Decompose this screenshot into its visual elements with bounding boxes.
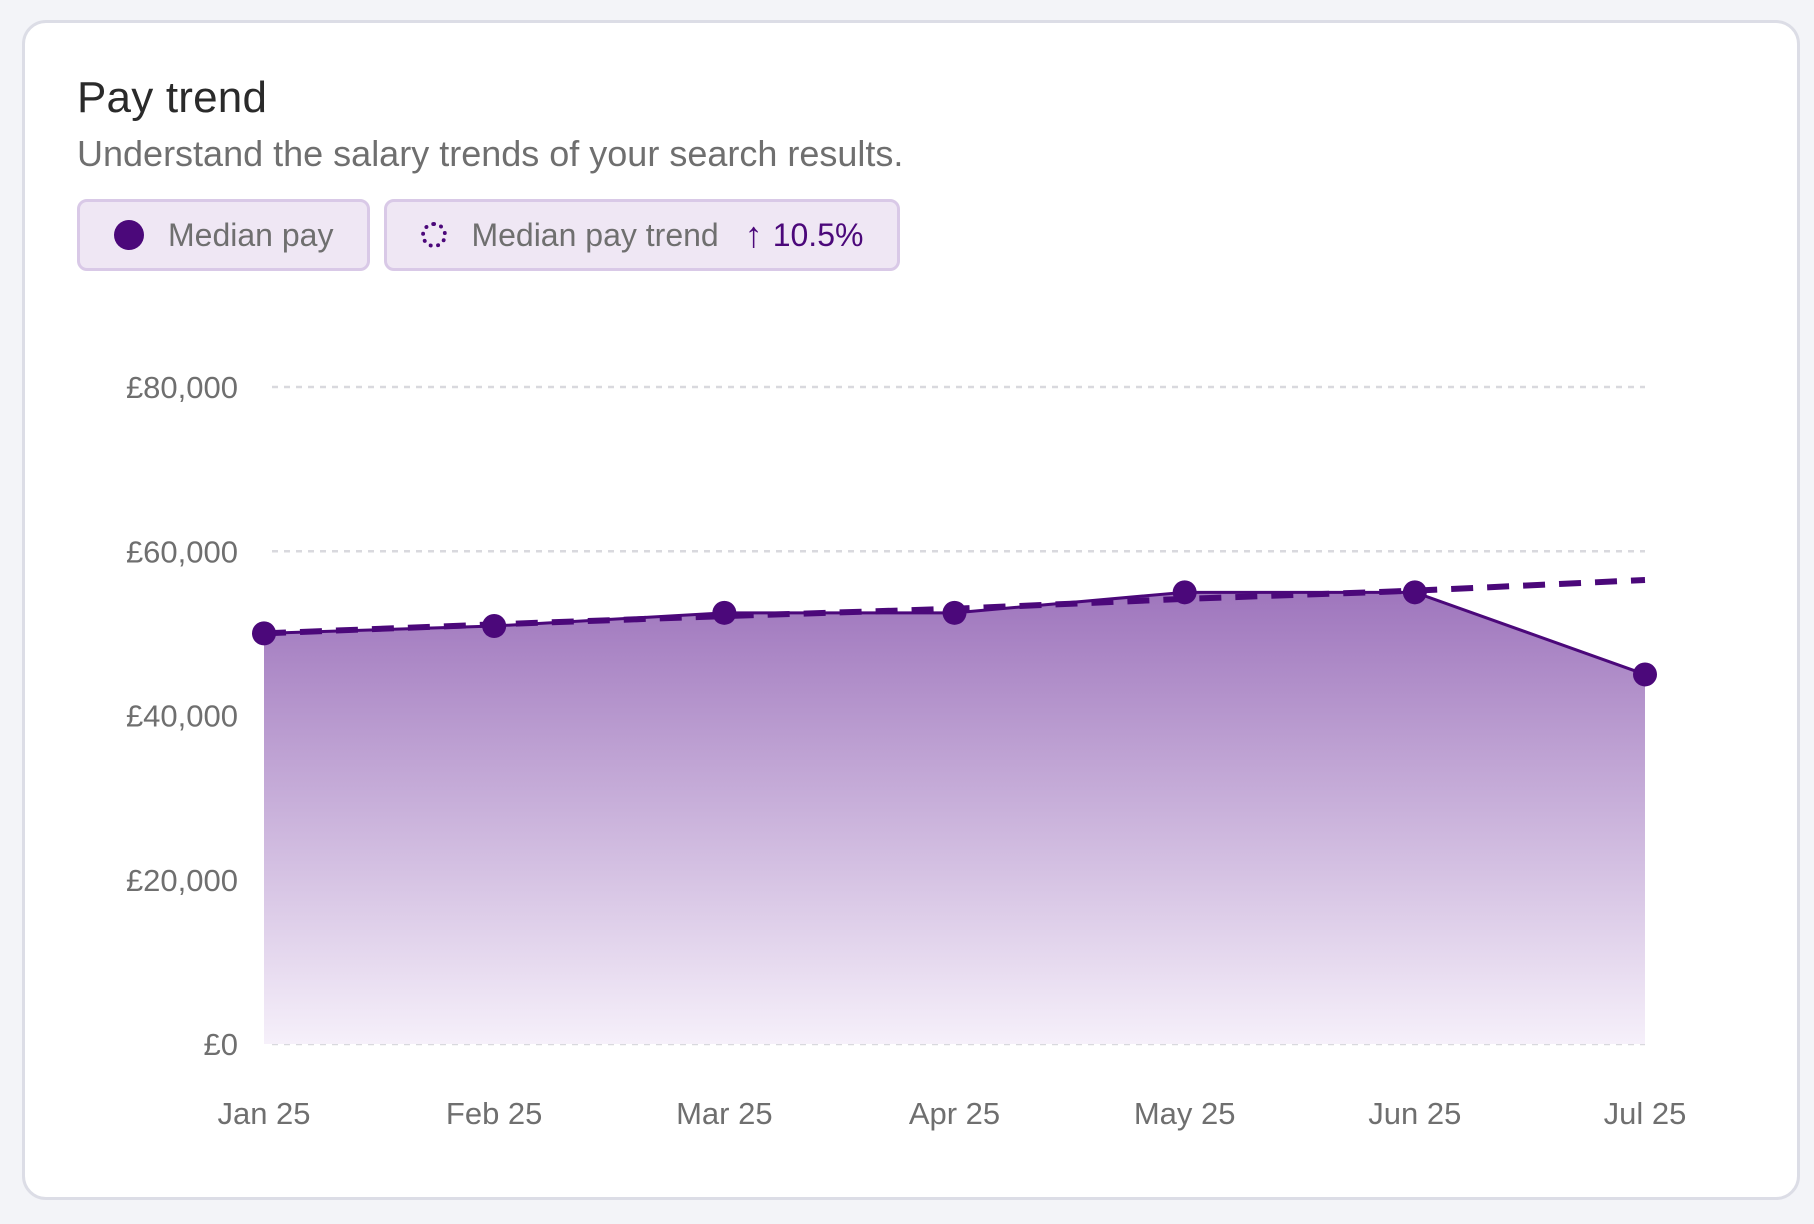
median-pay-point: [1402, 580, 1427, 605]
x-tick-label: Mar 25: [676, 1096, 772, 1131]
x-tick-label: Jul 25: [1604, 1096, 1687, 1131]
median-pay-point: [712, 600, 737, 625]
x-tick-label: May 25: [1134, 1096, 1236, 1131]
legend-median-pay[interactable]: Median pay: [77, 199, 371, 271]
median-pay-point: [1633, 662, 1657, 687]
chart-legend: Median pay Median pay trend ↑ 10.5%: [77, 199, 901, 271]
y-tick-label: £80,000: [126, 370, 238, 405]
card-title: Pay trend: [77, 73, 268, 122]
y-tick-label: £0: [204, 1027, 238, 1062]
legend-median-pay-label: Median pay: [168, 216, 334, 253]
y-tick-label: £60,000: [126, 534, 238, 569]
y-tick-label: £40,000: [126, 699, 238, 734]
x-tick-label: Apr 25: [909, 1096, 1000, 1131]
filled-dot-icon: [114, 220, 144, 250]
card-subtitle: Understand the salary trends of your sea…: [77, 133, 904, 174]
x-tick-label: Jun 25: [1368, 1096, 1461, 1131]
legend-median-pay-trend[interactable]: Median pay trend ↑ 10.5%: [384, 199, 901, 271]
dotted-circle-icon: [421, 222, 448, 248]
median-pay-point: [482, 613, 507, 638]
median-pay-point: [942, 600, 967, 625]
x-tick-label: Feb 25: [446, 1096, 543, 1131]
trend-change-value: 10.5%: [772, 216, 864, 253]
x-tick-label: Jan 25: [217, 1096, 310, 1131]
legend-trend-label: Median pay trend: [471, 216, 719, 253]
median-pay-area: [264, 592, 1645, 1044]
arrow-up-icon: ↑: [744, 214, 763, 255]
median-pay-point: [252, 621, 276, 646]
median-pay-point: [1172, 580, 1197, 605]
trend-change: ↑ 10.5%: [745, 214, 864, 256]
y-tick-label: £20,000: [126, 863, 238, 898]
